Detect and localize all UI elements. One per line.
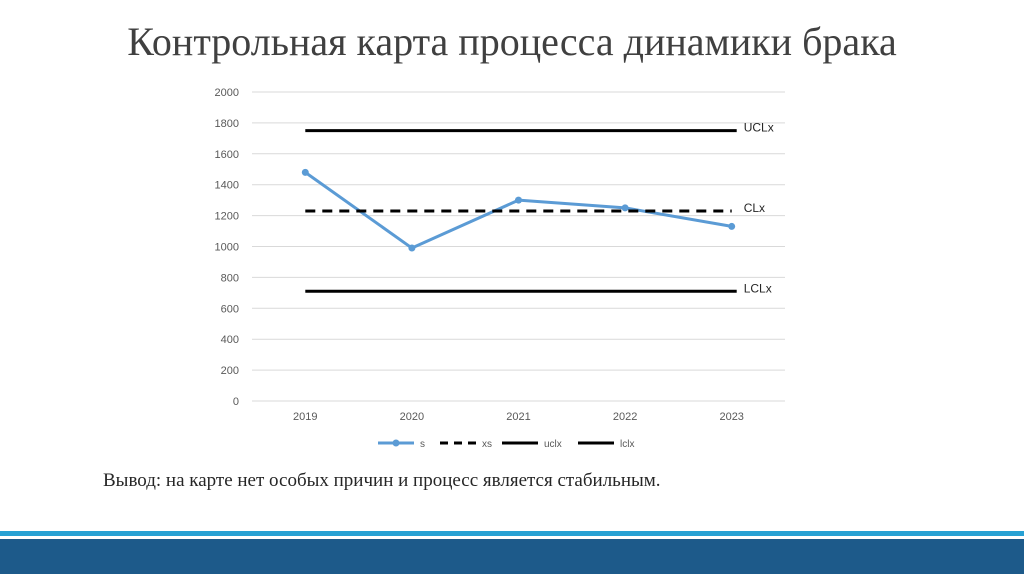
x-tick-label: 2020 (400, 411, 424, 423)
footer-band (0, 539, 1024, 574)
conclusion-text: Вывод: на карте нет особых причин и проц… (103, 470, 661, 491)
y-tick-label: 1200 (215, 211, 239, 223)
legend-swatch-marker (392, 439, 400, 447)
series-s-point (728, 222, 736, 230)
y-tick-label: 1400 (215, 180, 239, 192)
legend-label: s (420, 439, 425, 450)
y-tick-label: 1600 (215, 149, 239, 161)
annotation-label: CLx (744, 201, 765, 215)
series-s-point (408, 244, 416, 252)
x-tick-label: 2022 (613, 411, 637, 423)
y-tick-label: 1000 (215, 242, 239, 254)
y-tick-label: 400 (221, 334, 239, 346)
footer-accent-line (0, 531, 1024, 536)
annotation-label: LCLx (744, 281, 772, 295)
annotation-label: UCLx (744, 121, 774, 135)
y-tick-label: 0 (233, 396, 239, 408)
x-tick-label: 2023 (719, 411, 743, 423)
legend-label: xs (482, 439, 492, 450)
y-tick-label: 2000 (215, 87, 239, 99)
y-tick-label: 800 (221, 272, 239, 284)
y-tick-label: 200 (221, 365, 239, 377)
control-chart: 0 200 400 600 800 1000 1200 1400 1600 1800 2000 201… (215, 87, 785, 450)
slide-title: Контрольная карта процесса динамики брак… (127, 19, 897, 64)
x-tick-label: 2019 (293, 411, 317, 423)
legend-label: lclx (620, 439, 634, 450)
legend-label: uclx (544, 439, 562, 450)
series-s-point (621, 204, 629, 212)
y-tick-label: 600 (221, 303, 239, 315)
series-s-point (515, 196, 522, 204)
y-tick-label: 1800 (215, 118, 239, 130)
series-s-point (301, 168, 309, 176)
x-tick-label: 2021 (506, 411, 530, 423)
